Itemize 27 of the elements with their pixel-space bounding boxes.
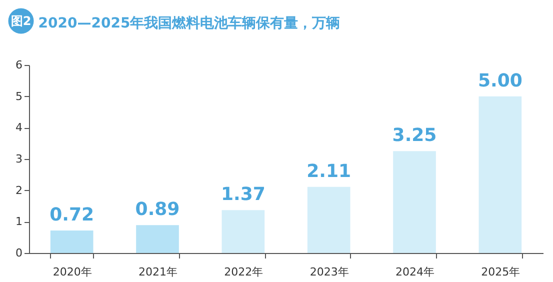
x-tick-label: 2021年 [138,266,178,278]
y-tick-label: 3 [16,152,22,166]
caption: 图2 [10,14,32,28]
data-label: 2.11 [306,160,352,182]
chart-title: 2020—2025年我国燃料电池车辆保有量，万辆 [38,14,340,32]
y-tick-label: 5 [16,90,22,103]
y-tick-label: 4 [16,121,22,134]
bar [222,210,265,253]
x-tick-label: 2020年 [52,266,92,278]
y-tick-label: 2 [16,184,22,197]
bar [478,96,522,253]
data-label: 1.37 [220,184,266,206]
bar [50,230,94,253]
data-label: 5.00 [478,70,522,92]
x-tick-label: 2023年 [310,266,349,278]
y-tick-label: 1 [16,215,22,228]
bar [307,186,350,253]
data-label: 3.25 [392,125,437,146]
data-label: 0.72 [50,204,94,226]
x-tick-label: 2022年 [224,266,264,278]
data-label: 0.89 [135,199,180,220]
x-tick-label: 2024年 [396,266,434,278]
bar [136,225,179,253]
y-tick-label: 0 [16,246,22,260]
y-tick-label: 6 [16,58,22,72]
bar [393,151,436,253]
x-tick-label: 2025年 [481,266,520,278]
